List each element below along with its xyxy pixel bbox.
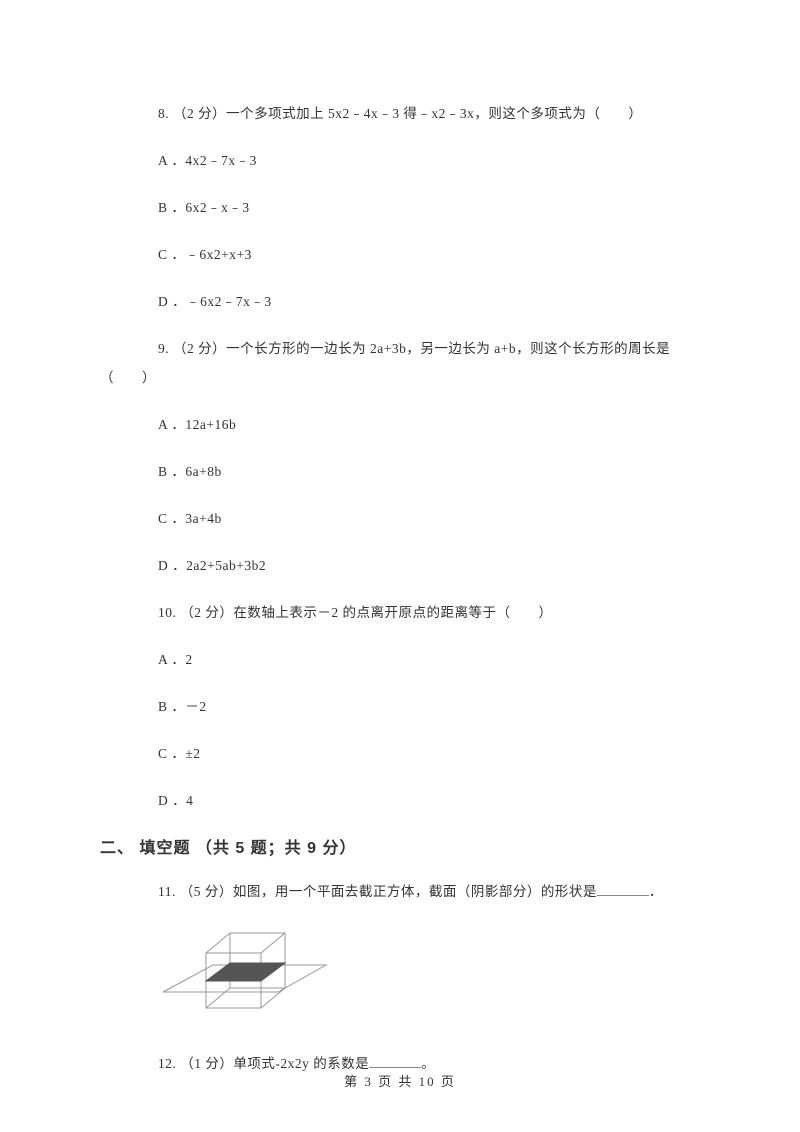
page-content: 8. （2 分）一个多项式加上 5x2﹣4x﹣3 得﹣x2﹣3x，则这个多项式为… <box>100 100 700 1077</box>
q10-option-a: A ．2 <box>158 646 700 673</box>
q11-text: 11. （5 分）如图，用一个平面去截正方体，截面（阴影部分）的形状是 ． <box>158 878 700 905</box>
q10-option-d: D ．4 <box>158 787 700 814</box>
cube-cross-section-icon <box>158 925 333 1020</box>
q9-option-d: D ．2a2+5ab+3b2 <box>158 552 700 579</box>
q8-option-d: D ．﹣6x2﹣7x﹣3 <box>158 288 700 315</box>
q8-option-a: A ．4x2﹣7x﹣3 <box>158 147 700 174</box>
q8-option-b: B ．6x2﹣x﹣3 <box>158 194 700 221</box>
q10-option-c: C ．±2 <box>158 740 700 767</box>
q12-text-after: 。 <box>421 1056 435 1071</box>
q9-option-b: B ．6a+8b <box>158 458 700 485</box>
q10-option-b: B ．－2 <box>158 693 700 720</box>
q8-option-c: C ．﹣6x2+x+3 <box>158 241 700 268</box>
q9-text: 9. （2 分）一个长方形的一边长为 2a+3b，另一边长为 a+b，则这个长方… <box>100 335 700 391</box>
q8-text: 8. （2 分）一个多项式加上 5x2﹣4x﹣3 得﹣x2﹣3x，则这个多项式为… <box>158 100 700 127</box>
q9-option-c: C ．3a+4b <box>158 505 700 532</box>
q9-text-line2: （ ） <box>100 364 700 391</box>
q9-text-line1: 9. （2 分）一个长方形的一边长为 2a+3b，另一边长为 a+b，则这个长方… <box>158 335 700 362</box>
q11-text-after: ． <box>649 884 663 899</box>
q9-option-a: A ．12a+16b <box>158 411 700 438</box>
q11-blank <box>597 882 649 896</box>
q12-text-before: 12. （1 分）单项式-2x2y 的系数是 <box>158 1056 369 1071</box>
q12-blank <box>369 1054 421 1068</box>
page-footer: 第 3 页 共 10 页 <box>0 1071 800 1090</box>
section-2-title: 二、 填空题 （共 5 题；共 9 分） <box>100 834 700 858</box>
q11-text-before: 11. （5 分）如图，用一个平面去截正方体，截面（阴影部分）的形状是 <box>158 884 597 899</box>
q11-figure <box>158 925 700 1025</box>
q10-text: 10. （2 分）在数轴上表示－2 的点离开原点的距离等于（ ） <box>158 599 700 626</box>
